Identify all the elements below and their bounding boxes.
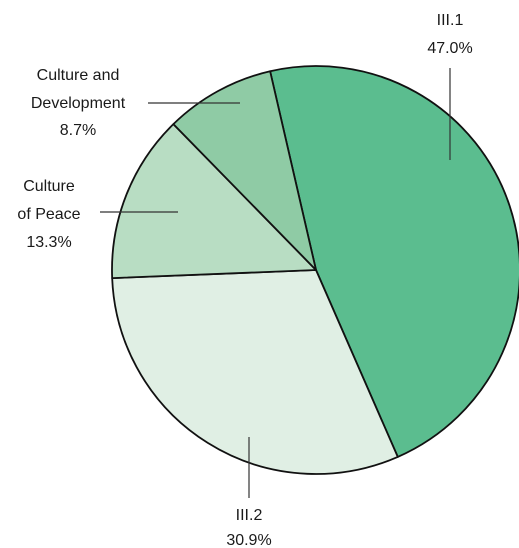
label-iii1-name: III.1 bbox=[437, 12, 464, 29]
label-iii1-value: 47.0% bbox=[427, 40, 472, 57]
label-culture-dev-line1: Culture and bbox=[37, 67, 120, 84]
slice-culture-and-development bbox=[172, 70, 317, 271]
label-iii2-value: 30.9% bbox=[226, 532, 271, 548]
slice-labels: III.1 47.0% III.2 30.9% Culture of Peace… bbox=[17, 12, 472, 548]
leader-lines bbox=[100, 68, 451, 498]
slice-iii1 bbox=[269, 65, 519, 458]
slice-culture-of-peace bbox=[111, 123, 317, 280]
label-culture-peace-line1: Culture bbox=[23, 178, 75, 195]
label-culture-dev-line2: Development bbox=[31, 95, 126, 112]
label-culture-peace-value: 13.3% bbox=[26, 234, 71, 251]
label-culture-dev-value: 8.7% bbox=[60, 122, 96, 139]
label-culture-peace-line2: of Peace bbox=[17, 206, 80, 223]
slice-iii2 bbox=[111, 269, 399, 475]
label-iii2-name: III.2 bbox=[236, 507, 263, 524]
pie-slices bbox=[111, 65, 519, 475]
